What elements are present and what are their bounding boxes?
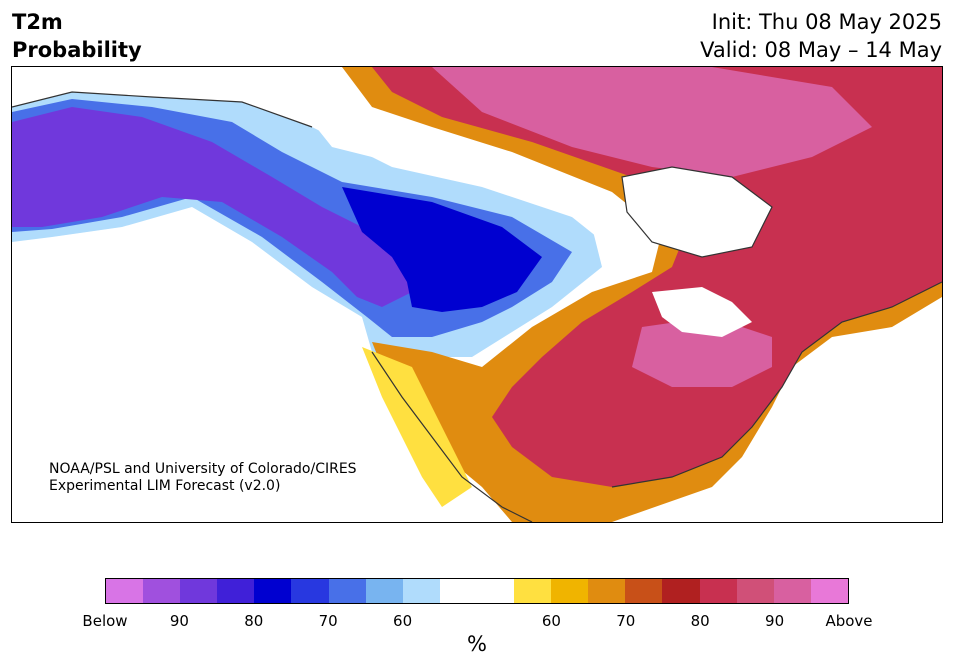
colorbar-tick-label: 80: [244, 612, 264, 630]
hudson-bay: [622, 167, 772, 257]
colorbar-segment: [662, 579, 700, 603]
credit-line-2: Experimental LIM Forecast (v2.0): [49, 478, 281, 494]
colorbar-segment: [365, 579, 403, 603]
colorbar: [105, 578, 849, 604]
colorbar-segment: [143, 579, 181, 603]
cool-region-deep: [342, 187, 542, 312]
colorbar-segment: [402, 579, 440, 603]
init-date-label: Init: Thu 08 May 2025: [711, 10, 942, 34]
colorbar-segment: [106, 579, 144, 603]
warm-region-mid: [372, 67, 942, 487]
map-panel: NOAA/PSL and University of Colorado/CIRE…: [11, 66, 943, 523]
neutral-band: [312, 122, 662, 417]
colorbar-tick-label: 70: [318, 612, 338, 630]
colorbar-tick-label: 60: [541, 612, 561, 630]
colorbar-unit: %: [467, 632, 487, 656]
colorbar-tick-label: 80: [690, 612, 710, 630]
colorbar-segment: [328, 579, 366, 603]
title-line-2: Probability: [12, 38, 142, 62]
colorbar-segment: [180, 579, 218, 603]
colorbar-tick-label: 60: [393, 612, 413, 630]
colorbar-segment: [810, 579, 848, 603]
colorbar-tick-label: 70: [616, 612, 636, 630]
colorbar-segment: [773, 579, 811, 603]
colorbar-segment: [254, 579, 292, 603]
colorbar-tick-label: 90: [169, 612, 189, 630]
cool-region-core: [12, 107, 432, 307]
colorbar-segment: [699, 579, 737, 603]
colorbar-segment: [476, 579, 515, 603]
probability-map: [12, 67, 942, 522]
colorbar-segment: [514, 579, 552, 603]
colorbar-segment: [439, 579, 477, 603]
colorbar-tick-label: 90: [765, 612, 785, 630]
colorbar-segment: [625, 579, 663, 603]
colorbar-segment: [588, 579, 626, 603]
colorbar-segment: [217, 579, 255, 603]
great-lakes: [652, 287, 752, 337]
map-title: T2m Probability: [12, 8, 142, 64]
valid-range-label: Valid: 08 May – 14 May: [700, 38, 942, 62]
credit-text: NOAA/PSL and University of Colorado/CIRE…: [49, 461, 357, 495]
colorbar-segment: [551, 579, 589, 603]
mexico-cool-strip: [362, 347, 472, 507]
coastlines: [12, 91, 942, 522]
colorbar-segment: [291, 579, 329, 603]
credit-line-1: NOAA/PSL and University of Colorado/CIRE…: [49, 461, 357, 477]
colorbar-segment: [736, 579, 774, 603]
colorbar-tick-label: Above: [825, 612, 873, 630]
date-info: Init: Thu 08 May 2025 Valid: 08 May – 14…: [700, 8, 942, 64]
title-line-1: T2m: [12, 10, 63, 34]
warm-region-core: [432, 67, 872, 387]
colorbar-tick-label: Below: [82, 612, 128, 630]
